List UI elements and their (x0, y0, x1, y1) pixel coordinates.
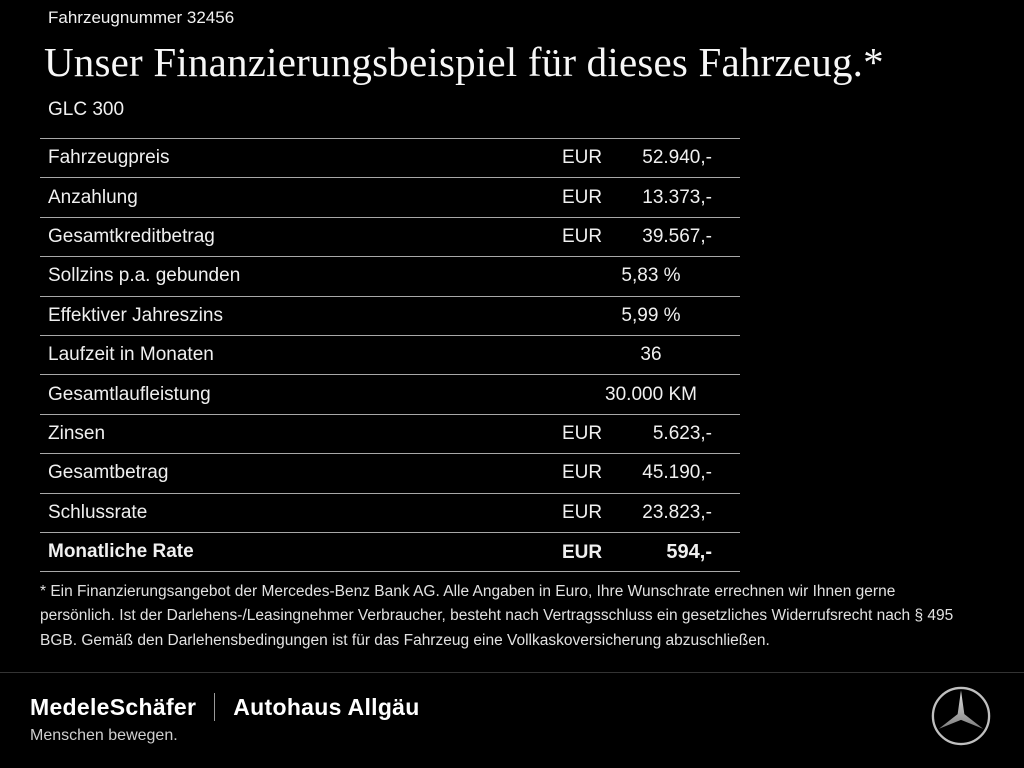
finance-table-row: Gesamtbetrag EUR 45.190,- (40, 454, 740, 494)
row-label: Sollzins p.a. gebunden (48, 265, 241, 287)
row-currency: EUR (562, 541, 603, 563)
row-value: 13.373,- (642, 186, 712, 208)
row-value: 36 (640, 344, 662, 366)
finance-table: Fahrzeugpreis EUR 52.940,- Anzahlung EUR… (40, 138, 740, 573)
row-value: 39.567,- (642, 225, 712, 247)
row-label: Zinsen (48, 422, 106, 444)
footer: MedeleSchäfer Autohaus Allgäu Menschen b… (0, 672, 1024, 768)
finance-table-row: Zinsen EUR 5.623,- (40, 415, 740, 455)
row-currency: EUR (562, 422, 603, 444)
row-label: Effektiver Jahreszins (48, 304, 223, 326)
row-value: 23.823,- (642, 501, 712, 523)
dealer-logo-block: MedeleSchäfer Autohaus Allgäu Menschen b… (30, 693, 420, 745)
row-label: Gesamtlaufleistung (48, 383, 211, 405)
row-label: Monatliche Rate (48, 541, 194, 563)
row-label: Schlussrate (48, 501, 148, 523)
vehicle-model: GLC 300 (48, 99, 125, 120)
row-currency: EUR (562, 462, 603, 484)
row-value: 5.623,- (652, 422, 712, 444)
row-label: Gesamtkreditbetrag (48, 225, 215, 247)
finance-table-row: Sollzins p.a. gebunden 5,83 % (40, 257, 740, 297)
row-currency: EUR (562, 147, 603, 169)
finance-table-row: Effektiver Jahreszins 5,99 % (40, 297, 740, 336)
finance-table-row: Fahrzeugpreis EUR 52.940,- (40, 139, 740, 179)
row-value: 45.190,- (642, 462, 712, 484)
vehicle-number: Fahrzeugnummer 32456 (48, 8, 235, 27)
mercedes-star-icon (931, 686, 991, 746)
page-title: Unser Finanzierungsbeispiel für dieses F… (44, 39, 884, 85)
dealer-primary-logo: MedeleSchäfer (30, 693, 197, 720)
row-label: Anzahlung (48, 186, 138, 208)
row-label: Fahrzeugpreis (48, 147, 170, 169)
finance-table-row: Schlussrate EUR 23.823,- (40, 494, 740, 533)
finance-table-row: Monatliche Rate EUR 594,- (40, 533, 740, 573)
dealer-tagline: Menschen bewegen. (30, 727, 178, 744)
row-currency: EUR (562, 225, 603, 247)
legal-footnote: * Ein Finanzierungsangebot der Mercedes-… (40, 583, 954, 649)
row-currency: EUR (562, 501, 603, 523)
finance-table-row: Gesamtlaufleistung 30.000 KM (40, 375, 740, 415)
finance-table-row: Anzahlung EUR 13.373,- (40, 178, 740, 218)
row-value: 5,83 % (621, 265, 681, 287)
row-label: Laufzeit in Monaten (48, 344, 214, 366)
finance-table-row: Laufzeit in Monaten 36 (40, 336, 740, 376)
row-label: Gesamtbetrag (48, 462, 169, 484)
dealer-secondary-logo: Autohaus Allgäu (233, 693, 420, 720)
row-value: 52.940,- (642, 147, 712, 169)
row-value: 5,99 % (621, 304, 681, 326)
row-currency: EUR (562, 186, 603, 208)
row-value: 30.000 KM (605, 383, 697, 405)
logo-divider (214, 693, 216, 721)
row-value: 594,- (666, 540, 712, 563)
finance-table-row: Gesamtkreditbetrag EUR 39.567,- (40, 218, 740, 258)
